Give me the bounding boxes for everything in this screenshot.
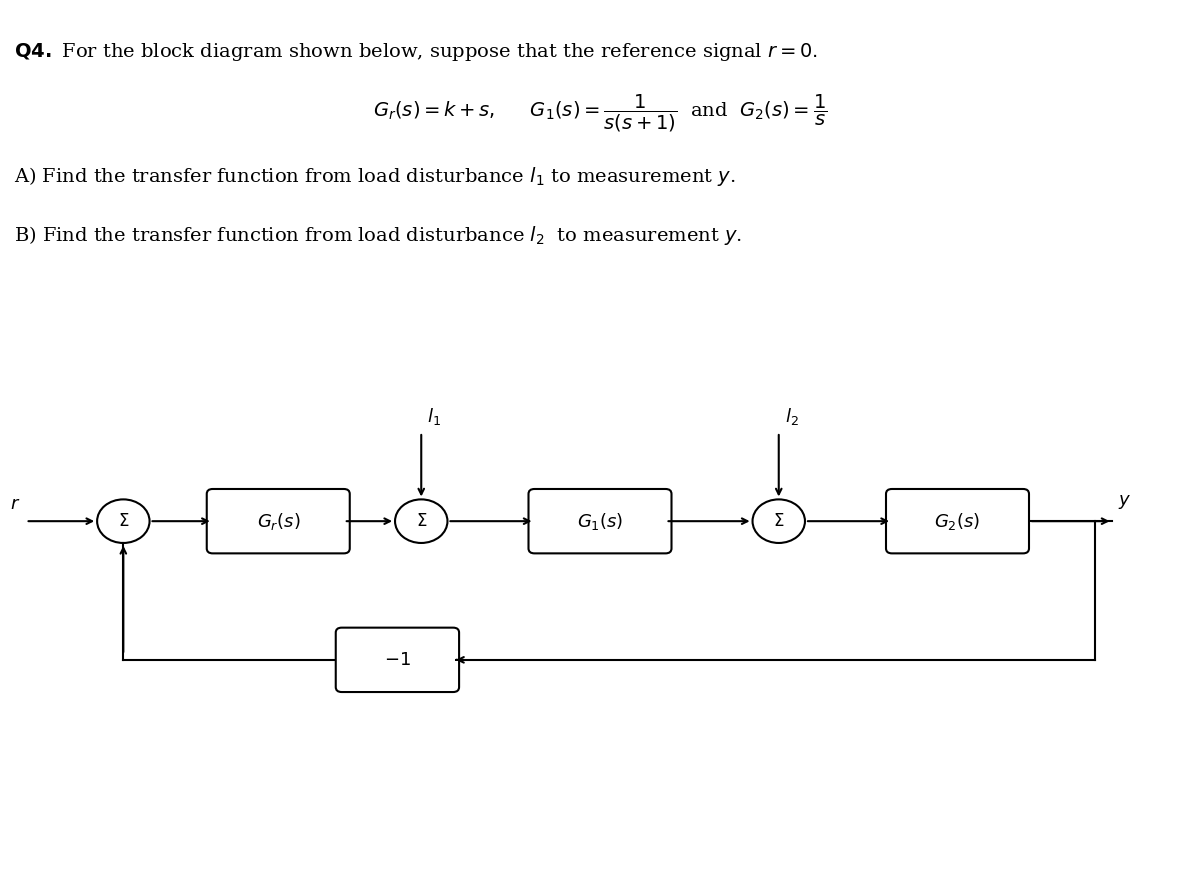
FancyBboxPatch shape [528, 489, 672, 554]
Text: $l_1$: $l_1$ [427, 406, 442, 427]
Text: A) Find the transfer function from load disturbance $l_1$ to measurement $y$.: A) Find the transfer function from load … [13, 165, 736, 187]
Text: $r$: $r$ [10, 495, 20, 514]
Text: $\mathbf{Q4.}$ For the block diagram shown below, suppose that the reference sig: $\mathbf{Q4.}$ For the block diagram sho… [13, 41, 817, 63]
Text: $y$: $y$ [1118, 494, 1132, 511]
Text: $\Sigma$: $\Sigma$ [415, 513, 427, 529]
FancyBboxPatch shape [336, 628, 460, 692]
FancyBboxPatch shape [886, 489, 1030, 554]
Text: $l_2$: $l_2$ [785, 406, 798, 427]
Text: $G_2(s)$: $G_2(s)$ [935, 511, 980, 532]
Text: $\Sigma$: $\Sigma$ [118, 513, 130, 529]
Text: $G_r(s)$: $G_r(s)$ [257, 511, 300, 532]
FancyBboxPatch shape [206, 489, 349, 554]
Text: B) Find the transfer function from load disturbance $l_2$  to measurement $y$.: B) Find the transfer function from load … [13, 224, 742, 247]
Text: $G_r(s) = k + s,$     $G_1(s) = \dfrac{1}{s(s+1)}$  and  $G_2(s) = \dfrac{1}{s}$: $G_r(s) = k + s,$ $G_1(s) = \dfrac{1}{s(… [373, 93, 827, 134]
Text: $G_1(s)$: $G_1(s)$ [577, 511, 623, 532]
Text: $-1$: $-1$ [384, 651, 410, 669]
Text: $\Sigma$: $\Sigma$ [773, 513, 785, 529]
